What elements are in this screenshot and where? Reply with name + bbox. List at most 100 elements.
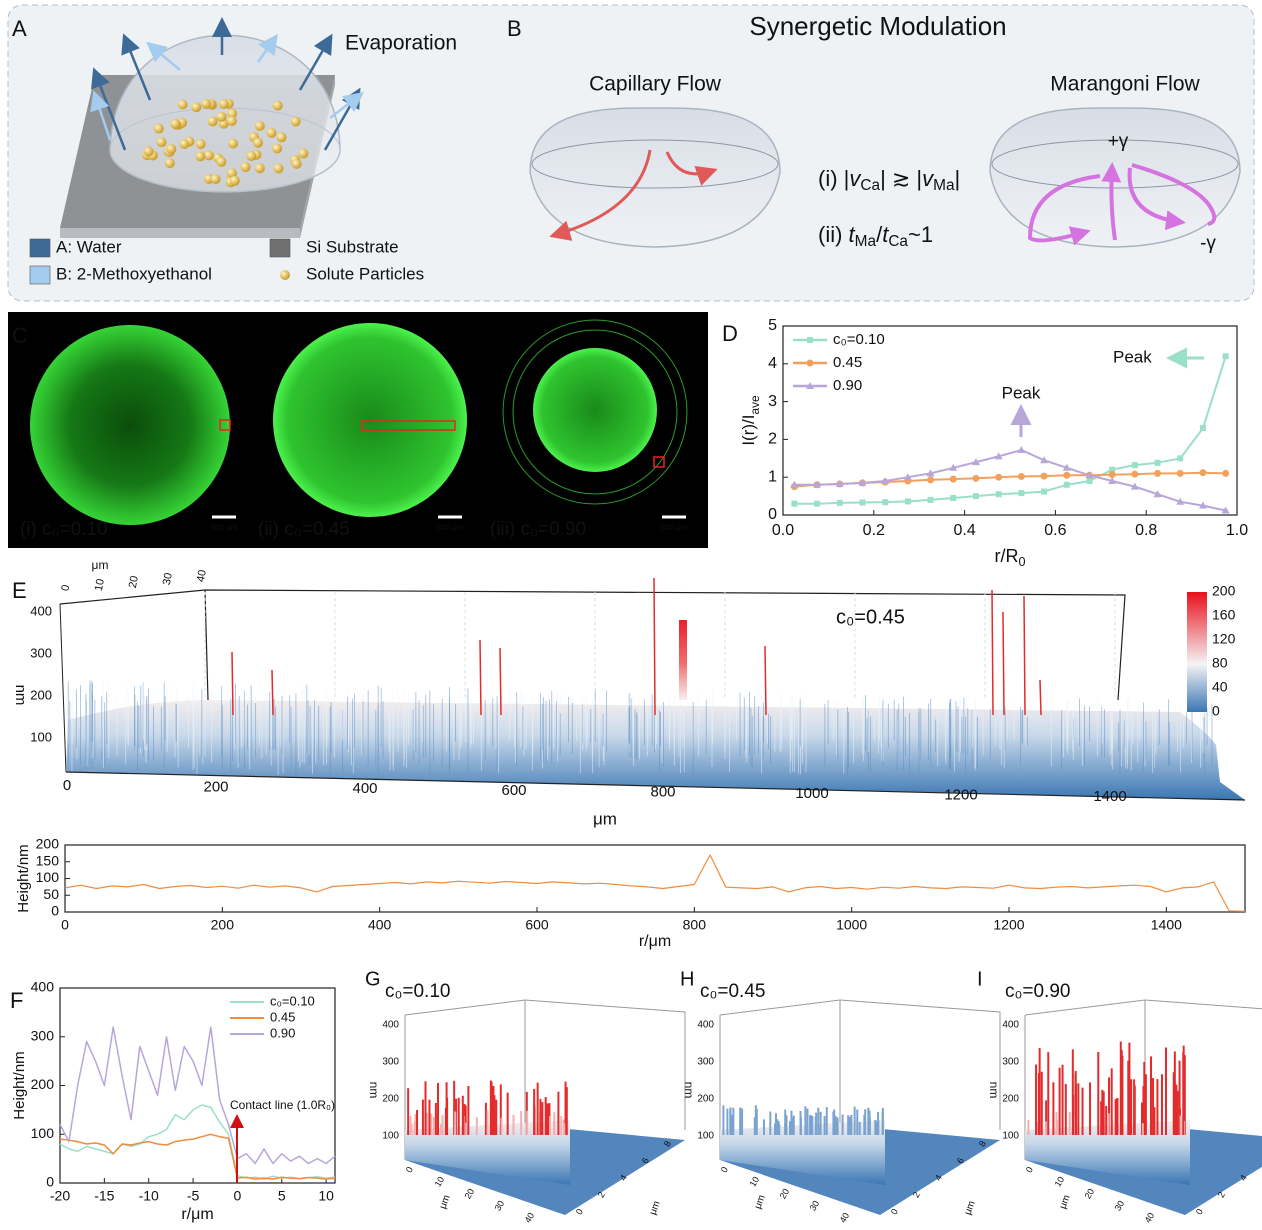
y-tick-label: 0	[46, 1174, 54, 1190]
x-tick-label: 0	[1194, 1207, 1205, 1216]
surface	[405, 1120, 570, 1185]
flow-arrow	[1131, 163, 1217, 226]
x-tick-label: 1000	[795, 785, 828, 802]
flow-arrow	[549, 149, 652, 241]
x-tick-label: 400	[352, 780, 377, 797]
x-tick-label: 800	[683, 917, 707, 933]
marker	[1222, 469, 1230, 477]
marker	[1063, 471, 1071, 479]
marker	[1199, 469, 1207, 477]
x-tick-label: 5	[278, 1188, 286, 1204]
annotation: Contact line (1.0R₀)	[230, 1098, 335, 1112]
legend-label: 0.90	[270, 1025, 295, 1040]
marker	[1086, 477, 1093, 484]
marker	[1198, 501, 1207, 509]
z-tick-label: 200	[382, 1094, 399, 1105]
x-tick-label: -15	[94, 1188, 114, 1204]
x-axis	[65, 771, 1246, 801]
depth-tick-label: 30	[161, 572, 175, 586]
evaporation-arrow	[298, 33, 333, 91]
marker	[994, 452, 1003, 460]
marker	[882, 499, 889, 506]
z-tick-label: 200	[697, 1094, 714, 1105]
y-axis-label: μm	[753, 1194, 768, 1211]
marker	[950, 494, 957, 501]
legend-label: A: Water	[56, 237, 122, 256]
y-tick-label: 40	[523, 1211, 537, 1225]
surface-spike	[653, 577, 656, 716]
x-tick-label: 0.4	[953, 522, 975, 539]
evaporation-arrow	[146, 41, 181, 71]
y-axis-label: μm	[438, 1194, 453, 1211]
x-tick-label: 10	[318, 1188, 334, 1204]
particle	[195, 139, 206, 150]
x-axis-label: μm	[648, 1200, 663, 1217]
marker	[1062, 463, 1071, 471]
series-line	[64, 854, 1246, 912]
series-line	[59, 1026, 336, 1165]
marker	[927, 476, 935, 484]
particle	[153, 123, 164, 134]
marker	[859, 499, 866, 506]
x-axis-label: μm	[963, 1200, 978, 1217]
colorbar	[1187, 592, 1207, 712]
particle	[177, 99, 188, 110]
x-tick-label: 200	[203, 779, 228, 796]
particle	[272, 143, 283, 154]
marker	[971, 458, 980, 466]
annotation: Peak	[1002, 383, 1041, 402]
colorbar-tick-label: 0	[1212, 703, 1220, 719]
annotation: +γ	[1108, 131, 1129, 152]
y-tick-label: 100	[36, 869, 60, 885]
z-tick-label: 100	[1002, 1131, 1019, 1142]
y-tick-label: 30	[808, 1199, 822, 1213]
x-tick-label: 1400	[1151, 917, 1182, 933]
particle	[156, 137, 167, 148]
panel-label: I	[977, 968, 983, 990]
particle	[207, 116, 218, 127]
y-tick-label: 2	[768, 431, 777, 448]
z-tick-label: 100	[30, 729, 52, 744]
x-tick-label: 0	[61, 917, 69, 933]
particle	[228, 138, 239, 149]
marker	[1040, 456, 1049, 464]
y-tick-label: 30	[493, 1199, 507, 1213]
particle	[253, 137, 264, 148]
y-tick-label: 4	[768, 355, 777, 372]
legend-marker	[807, 337, 813, 343]
particle	[216, 111, 227, 122]
marker	[1131, 470, 1139, 478]
y-tick-label: 40	[838, 1211, 852, 1225]
marker	[927, 496, 934, 503]
z-axis-label: nm	[367, 1082, 381, 1099]
text-part: r/R	[994, 546, 1018, 566]
plot-box	[719, 999, 1001, 1130]
panel-title: c₀=0.10	[385, 981, 450, 1002]
y-tick-label: 3	[768, 393, 777, 410]
panel-label: D	[722, 321, 738, 346]
marker	[995, 491, 1002, 498]
y-tick-label: 1	[768, 468, 777, 485]
z-tick-label: 100	[382, 1131, 399, 1142]
depth-tick-label: 0	[59, 584, 72, 592]
x-axis-label: μm	[593, 809, 617, 828]
particle	[164, 158, 175, 169]
surface-spike	[1039, 679, 1042, 716]
marker	[1154, 459, 1161, 466]
region-box	[219, 419, 231, 431]
y-tick-label: 20	[1083, 1187, 1097, 1201]
series-line	[794, 471, 1226, 488]
panel-title: Synergetic Modulation	[749, 11, 1006, 41]
legend-label: c₀=0.10	[833, 331, 885, 348]
depth-tick-label: 10	[93, 578, 107, 592]
x-tick-label: -10	[139, 1188, 159, 1204]
text-part: Height/nm	[15, 844, 32, 912]
x-tick-label: 200	[211, 917, 235, 933]
subtitle: Marangoni Flow	[1050, 73, 1200, 96]
condition: (i) |vCa| ≳ |vMa|	[818, 166, 960, 194]
marker	[1017, 445, 1026, 453]
x-tick-label: 4	[1238, 1173, 1249, 1182]
x-tick-label: 6	[955, 1156, 966, 1165]
text-part: t	[849, 222, 856, 247]
legend-label: Si Substrate	[306, 237, 399, 256]
